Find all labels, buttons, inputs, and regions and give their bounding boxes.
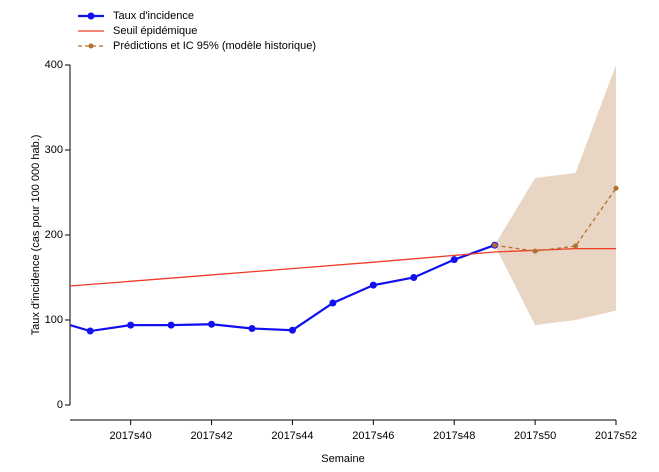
point <box>410 274 418 281</box>
point <box>167 321 175 329</box>
y-tick-label: 300 <box>45 144 63 156</box>
series-line <box>70 244 496 333</box>
point <box>450 256 458 264</box>
point <box>86 327 94 335</box>
x-tick-label: 2017s52 <box>595 430 637 442</box>
point <box>329 299 337 307</box>
legend-marker <box>88 43 94 49</box>
point <box>613 185 619 191</box>
plot-area <box>70 65 619 335</box>
point <box>127 321 135 329</box>
y-tick-label: 100 <box>45 314 63 326</box>
point <box>532 248 538 254</box>
point <box>288 326 296 334</box>
point <box>492 242 498 248</box>
point <box>208 320 216 328</box>
x-tick-label: 2017s48 <box>433 430 475 442</box>
y-axis-title: Taux d'incidence (cas pour 100 000 hab.) <box>30 135 42 336</box>
x-tick-label: 2017s42 <box>190 430 232 442</box>
confidence-band <box>494 65 616 326</box>
legend-marker <box>87 12 95 20</box>
legend-label: Taux d'incidence <box>113 10 194 22</box>
point <box>248 325 256 332</box>
series-line <box>70 247 616 287</box>
legend-label: Seuil épidémique <box>113 25 197 37</box>
y-tick-label: 200 <box>45 229 63 241</box>
point <box>369 281 377 289</box>
x-axis-title: Semaine <box>321 453 364 465</box>
y-tick-label: 400 <box>45 59 63 71</box>
x-tick-label: 2017s46 <box>352 430 394 442</box>
legend-label: Prédictions et IC 95% (modèle historique… <box>113 40 316 52</box>
x-tick-label: 2017s50 <box>514 430 556 442</box>
x-tick-label: 2017s44 <box>271 430 313 442</box>
y-tick-label: 0 <box>57 399 63 411</box>
x-tick-label: 2017s40 <box>110 430 152 442</box>
point <box>573 243 579 249</box>
